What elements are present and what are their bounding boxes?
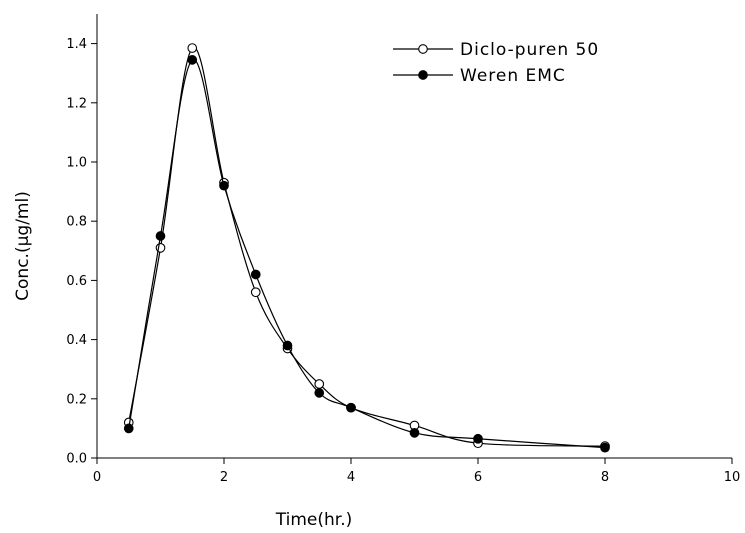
x-tick-label: 2 [220,470,228,485]
filled-circle-marker [409,427,420,438]
filled-circle-marker [155,231,166,241]
axes [96,14,732,459]
filled-circle-marker [346,402,356,413]
x-axis-ticks: 0 2 4 6 8 10 [93,458,740,485]
filled-circle-marker [187,55,198,65]
series-line [128,59,606,449]
filled-circle-marker [219,180,229,191]
y-tick-label: 1.0 [66,156,87,171]
x-tick-label: 6 [474,470,482,485]
filled-circle-marker [282,340,293,351]
series-2 [123,55,610,453]
x-tick-label: 10 [724,470,741,485]
x-tick-label: 8 [601,470,609,485]
legend-label: Diclo-puren 50 [460,40,599,60]
legend-label: Weren EMC [460,66,566,86]
y-axis-title: Conc.(μg/ml) [13,191,33,301]
y-tick-label: 1.2 [66,96,87,111]
open-circle-marker [314,379,325,389]
open-circle-marker [187,43,198,53]
open-circle-marker [250,287,261,298]
filled-circle-marker [314,388,325,398]
series-layer [123,43,610,453]
x-axis-title: Time(hr.) [275,510,352,530]
y-tick-label: 0.0 [66,452,87,467]
filled-circle-marker [473,433,483,444]
filled-circle-marker [250,269,261,280]
legend: Diclo-puren 50 Weren EMC [393,40,599,86]
x-tick-label: 4 [347,470,355,485]
y-tick-label: 1.4 [66,37,87,52]
y-tick-label: 0.8 [66,215,87,230]
y-tick-label: 0.2 [66,392,87,407]
x-tick-label: 0 [93,470,101,485]
series-1 [123,43,610,452]
filled-circle-marker [600,442,610,453]
legend-filled-circle-marker [418,70,428,80]
y-tick-label: 0.4 [66,333,87,348]
y-axis-ticks: 0.0 0.2 0.4 0.6 0.8 1.0 1.2 1.4 [66,37,97,467]
filled-circle-marker [123,423,134,434]
legend-open-circle-marker [418,44,428,54]
series-line [128,46,606,447]
y-tick-label: 0.6 [66,274,87,289]
